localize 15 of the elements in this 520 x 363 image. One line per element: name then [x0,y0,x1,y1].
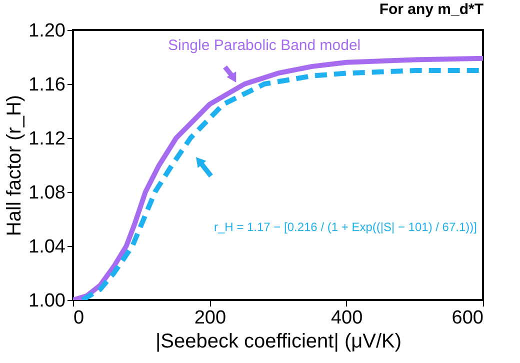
y-tick-label: 1.00 [28,290,66,312]
annotation: r_H = 1.17 − [0.216 / (1 + Exp((|S| − 101) / 67.1))] [214,220,477,234]
y-axis-title: Hall factor (r_H) [4,94,26,236]
x-tick-label: 200 [194,308,226,328]
y-tick-label: 1.12 [28,128,66,150]
y-tick-label: 1.20 [28,20,66,42]
x-tick-label: 400 [330,308,363,328]
chart-title: For any m_d*T [379,1,484,18]
y-tick-label: 1.16 [28,74,66,96]
y-tick-label: 1.08 [28,182,66,204]
x-axis-title: |Seebeck coefficient| (μV/K) [155,330,402,352]
x-tick-label: 0 [74,308,84,328]
y-tick-label: 1.04 [28,236,66,258]
series-label: Single Parabolic Band model [168,37,361,54]
x-tick-label: 600 [452,308,484,328]
